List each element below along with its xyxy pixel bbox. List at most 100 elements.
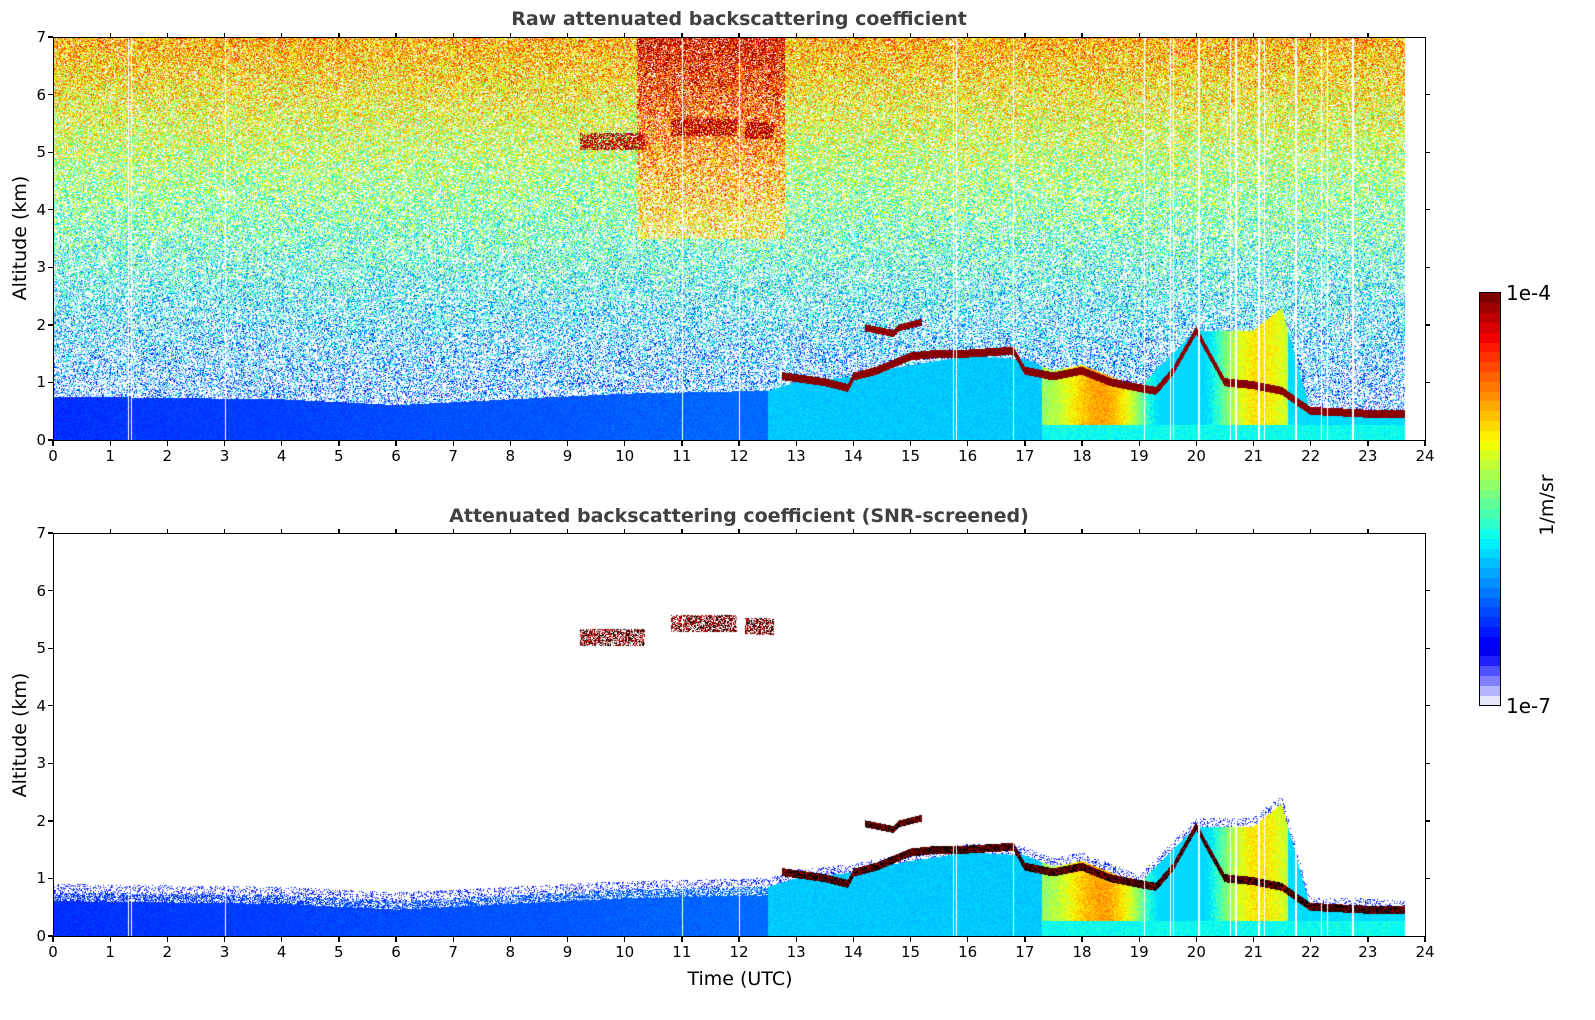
x-tick-label: 18	[1072, 447, 1092, 465]
colorbar-segment	[1480, 371, 1500, 382]
y-tick-mark-right	[1426, 589, 1430, 592]
x-tick-mark-top	[1138, 529, 1140, 533]
x-tick-mark	[166, 937, 169, 942]
y-tick-mark-right	[1426, 151, 1430, 153]
x-tick-mark-top	[223, 529, 226, 533]
y-tick-mark-right	[1426, 762, 1430, 764]
bottom-plot-area[interactable]	[53, 533, 1426, 937]
y-tick-mark	[48, 209, 53, 211]
x-tick-label: 1	[105, 447, 115, 465]
x-tick-label: 22	[1301, 447, 1321, 465]
y-tick-mark-right	[1426, 381, 1430, 384]
y-tick-mark-right	[1426, 324, 1430, 326]
x-tick-mark	[738, 441, 740, 446]
x-tick-mark-top	[452, 33, 454, 37]
y-tick-mark	[48, 36, 53, 38]
colorbar-unit-label: 1/m/sr	[1536, 474, 1558, 536]
top-chart-title: Raw attenuated backscattering coefficien…	[511, 8, 967, 30]
colorbar-segment	[1480, 479, 1500, 490]
x-tick-mark-top	[624, 33, 626, 37]
x-tick-mark-top	[681, 529, 683, 533]
colorbar-segment	[1480, 302, 1500, 314]
x-tick-label: 2	[162, 943, 173, 961]
x-tick-label: 16	[958, 943, 978, 961]
colorbar-segment	[1480, 459, 1500, 471]
colorbar-segment	[1480, 548, 1500, 559]
colorbar-segment	[1480, 557, 1500, 569]
x-tick-label: 8	[505, 447, 516, 465]
colorbar-segment	[1480, 381, 1500, 392]
x-tick-label: 21	[1243, 943, 1264, 961]
colorbar-segment	[1480, 577, 1500, 588]
y-tick-label: 3	[36, 258, 46, 277]
x-axis-label: Time (UTC)	[687, 968, 793, 990]
y-tick-mark	[48, 877, 53, 880]
x-tick-label: 11	[672, 447, 692, 465]
y-tick-mark	[48, 589, 53, 592]
colorbar-segment	[1480, 587, 1500, 598]
x-tick-label: 4	[276, 447, 287, 465]
x-tick-mark	[566, 937, 569, 942]
top-plot-area[interactable]	[53, 37, 1426, 441]
y-tick-mark-right	[1426, 93, 1430, 96]
x-tick-mark	[395, 441, 397, 446]
x-tick-label: 4	[276, 943, 287, 961]
x-tick-mark	[1367, 441, 1369, 446]
x-tick-label: 9	[562, 943, 573, 961]
x-tick-label: 16	[958, 447, 978, 465]
x-tick-mark	[1138, 441, 1140, 446]
y-tick-mark	[48, 439, 53, 441]
x-tick-label: 9	[562, 447, 573, 465]
colorbar-segment	[1480, 430, 1500, 441]
x-tick-mark	[1310, 937, 1312, 942]
colorbar-segment	[1480, 322, 1500, 333]
x-tick-mark	[52, 937, 54, 942]
colorbar-max-label: 1e-4	[1506, 281, 1551, 305]
x-tick-mark	[909, 441, 912, 446]
x-tick-mark-top	[1024, 529, 1026, 533]
x-tick-mark-top	[166, 33, 169, 37]
x-tick-mark	[852, 441, 855, 446]
x-tick-mark	[967, 937, 969, 942]
x-tick-mark-top	[1310, 529, 1312, 533]
y-tick-mark-right	[1426, 877, 1430, 880]
x-tick-mark-top	[223, 33, 226, 37]
y-tick-mark-right	[1426, 820, 1430, 822]
y-tick-label: 4	[36, 200, 46, 219]
x-tick-mark	[1252, 441, 1255, 446]
colorbar-segment	[1480, 626, 1500, 637]
y-tick-label: 0	[36, 927, 46, 945]
x-tick-mark	[395, 937, 397, 942]
x-tick-mark	[624, 937, 626, 942]
x-tick-mark-top	[624, 529, 626, 533]
x-tick-label: 17	[1015, 447, 1035, 465]
x-tick-mark-top	[109, 529, 111, 533]
x-tick-mark	[509, 441, 512, 446]
x-tick-label: 7	[448, 943, 458, 961]
colorbar-segment	[1480, 342, 1500, 353]
colorbar-segment	[1480, 675, 1500, 686]
x-tick-label: 19	[1129, 447, 1149, 465]
colorbar-segment	[1480, 489, 1500, 500]
x-tick-mark	[223, 937, 226, 942]
x-tick-mark	[967, 441, 969, 446]
x-tick-label: 14	[843, 943, 863, 961]
colorbar-segment	[1480, 449, 1500, 461]
x-tick-label: 10	[615, 943, 635, 961]
x-tick-mark-top	[1310, 33, 1312, 37]
y-tick-label: 1	[36, 373, 46, 392]
x-tick-label: 6	[391, 943, 401, 961]
colorbar-segment	[1480, 597, 1500, 608]
colorbar-segment	[1480, 695, 1500, 706]
y-tick-mark	[48, 266, 53, 268]
bottom-chart-title: Attenuated backscattering coefficient (S…	[449, 505, 1029, 527]
x-tick-mark-top	[967, 529, 969, 533]
y-tick-mark	[48, 151, 53, 153]
y-tick-mark	[48, 532, 53, 534]
x-tick-mark	[1024, 937, 1026, 942]
x-tick-label: 3	[219, 447, 230, 465]
x-tick-mark-top	[909, 529, 912, 533]
colorbar-segment	[1480, 391, 1500, 402]
x-tick-mark	[909, 937, 912, 942]
x-tick-label: 22	[1301, 943, 1321, 961]
